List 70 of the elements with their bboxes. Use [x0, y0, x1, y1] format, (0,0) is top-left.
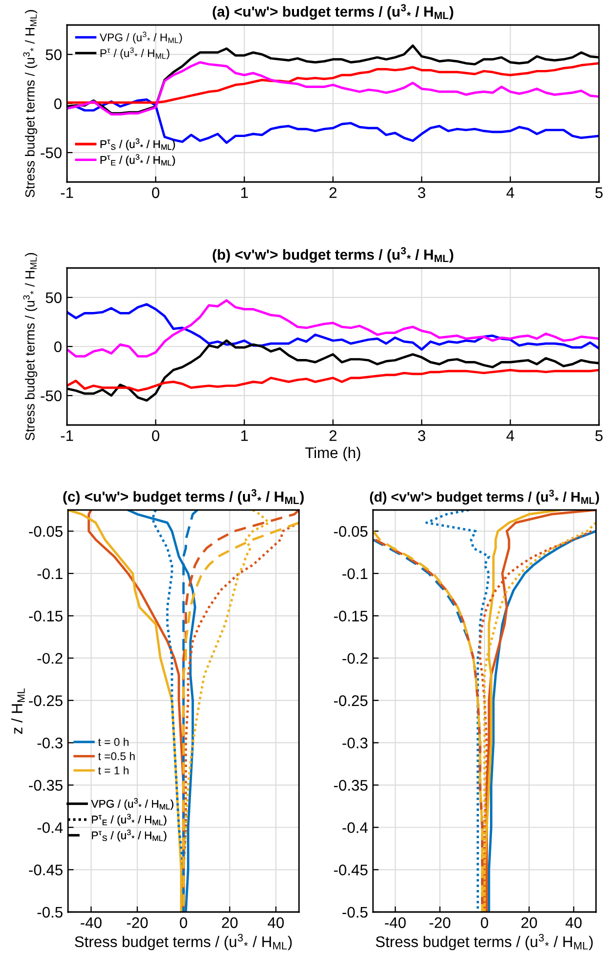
- text: P$^{τ}$$_{S}$ / (u$^{3}$$_{*}$ / H$_{ML}$): [92, 830, 166, 842]
- x-tick-label: 2: [330, 187, 336, 198]
- x-tick-label: 5: [595, 187, 603, 198]
- y-axis-title: Stress budget terms / (u$^{3}$$_{*}$ / H$_{ML}$): [23, 253, 38, 440]
- y-tick-label: -0.35: [334, 780, 368, 791]
- x-tick-label: -20: [430, 917, 450, 928]
- text: P$^{τ}$$_{E}$ / (u$^{3}$$_{*}$ / H$_{ML}$): [92, 814, 166, 826]
- y-tick-label: -50: [40, 147, 62, 158]
- x-tick-label: -20: [126, 917, 148, 928]
- chart-title: (d) <v'w'> budget terms / (u$^{3}$$_{*}$ / H$_{ML}$): [370, 490, 600, 505]
- y-tick-label: -50: [40, 390, 62, 402]
- y-tick-label: -0.3: [37, 738, 62, 748]
- legend-label: t = 1 h: [98, 766, 128, 774]
- x-tick-label: -40: [80, 917, 102, 928]
- y-tick-label: -0.05: [29, 526, 62, 537]
- y-tick-label: -0.4: [37, 822, 63, 834]
- y-tick-label: -0.15: [29, 610, 62, 622]
- y-tick-label: -0.2: [37, 652, 62, 664]
- x-axis-title: Stress budget terms / (u$^{3}$$_{*}$ / H$_{ML}$): [74, 934, 292, 950]
- chart-title: (b) <v'w'> budget terms / (u$^{3}$$_{*}$ / H$_{ML}$): [212, 247, 454, 263]
- x-tick-label: 20: [521, 917, 537, 928]
- x-tick-label: -1: [60, 187, 74, 198]
- y-tick-label: 0: [54, 341, 62, 352]
- y-tick-label: -0.35: [29, 780, 62, 791]
- x-tick-label: -1: [60, 430, 74, 441]
- y-tick-label: 0: [54, 98, 62, 110]
- y-tick-label: -0.15: [334, 610, 368, 622]
- chart-title: (a) <u'w'> budget terms / (u$^{3}$$_{*}$ / H$_{ML}$): [212, 4, 454, 20]
- x-tick-label: 3: [418, 187, 426, 198]
- y-tick-label: 50: [46, 292, 62, 304]
- x-axis-title: Time (h): [305, 446, 360, 462]
- text: P$^{τ}$$_{S}$ / (u$^{3}$$_{*}$ / H$_{ML}$): [100, 138, 175, 150]
- y-tick-label: -0.45: [29, 864, 62, 876]
- y-tick-label: -0.25: [334, 695, 368, 706]
- y-tick-label: -0.5: [37, 906, 62, 918]
- x-tick-label: 5: [595, 430, 603, 442]
- y-tick-label: -0.05: [334, 526, 368, 537]
- y-tick-label: -0.4: [342, 822, 368, 834]
- x-tick-label: 3: [418, 430, 426, 442]
- legend-label: VPG / (u$^{3}$$_{*}$ / H$_{ML}$): [100, 32, 182, 44]
- legend-label: t =0.5 h: [98, 752, 135, 760]
- y-tick-label: -0.5: [342, 906, 368, 918]
- x-tick-label: 0: [480, 917, 488, 928]
- x-tick-label: 1: [241, 430, 248, 441]
- y-tick-label: 50: [46, 49, 62, 60]
- y-tick-label: -0.45: [334, 864, 368, 876]
- x-tick-label: 0: [152, 430, 160, 442]
- annotation: VPG / (u$^{3}$$_{*}$ / H$_{ML}$): [91, 798, 174, 810]
- x-tick-label: 40: [566, 917, 582, 928]
- text: P$^{τ}$$_{E}$ / (u$^{3}$$_{*}$ / H$_{ML}$): [100, 154, 175, 166]
- y-tick-label: -0.3: [342, 738, 368, 748]
- legend-label: P$^{τ}$ / (u$^{3}$$_{*}$ / H$_{ML}$): [100, 47, 170, 60]
- y-axis-title: Stress budget terms / (u$^{3}$$_{*}$ / H$_{ML}$): [23, 10, 38, 198]
- x-tick-label: 40: [268, 917, 284, 928]
- x-tick-label: 4: [506, 430, 514, 441]
- y-tick-label: -0.1: [37, 568, 62, 580]
- x-tick-label: 0: [180, 917, 188, 928]
- x-tick-label: 4: [506, 187, 514, 198]
- chart-title: (c) <u'w'> budget terms / (u$^{3}$$_{*}$ / H$_{ML}$): [63, 489, 304, 505]
- x-tick-label: 1: [241, 187, 248, 198]
- x-tick-label: 2: [330, 430, 336, 441]
- x-axis-title: Stress budget terms / (u$^{3}$$_{*}$ / H$_{ML}$): [376, 934, 593, 950]
- legend-label: t = 0 h: [98, 738, 128, 746]
- y-tick-label: -0.25: [29, 695, 62, 706]
- y-tick-label: -0.2: [342, 652, 368, 664]
- y-tick-label: -0.1: [342, 568, 368, 580]
- x-tick-label: -40: [384, 917, 406, 928]
- x-tick-label: 20: [222, 917, 238, 928]
- y-axis-title: z / H$_{ML}$: [11, 688, 25, 734]
- x-tick-label: 0: [152, 187, 160, 198]
